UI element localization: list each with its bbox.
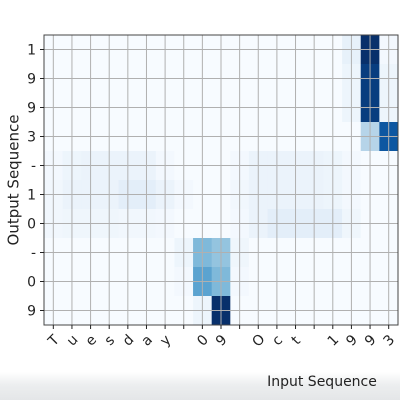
x-tick-label: t [289,333,305,349]
x-tick-label: d [120,332,138,350]
y-tick-label: 9 [27,101,36,117]
y-tick-label: 3 [27,130,36,146]
x-tick-label: T [45,332,63,350]
x-tick-label: 9 [213,332,231,350]
y-tick-label: 0 [27,217,36,233]
y-axis-label: Output Sequence [5,115,23,246]
x-axis-label: Input Sequence [267,374,377,390]
x-tick-label: O [249,331,268,350]
x-tick-label: c [269,332,286,349]
y-tick-labels: 1 9 9 3 - 1 0 - 0 9 [27,43,44,320]
y-tick-label: 1 [27,43,36,59]
x-tick-label: 1 [325,332,343,350]
y-tick-label: - [31,246,36,262]
x-tick-label: 9 [362,332,380,350]
y-tick-label: 9 [27,304,36,320]
x-tick-label: y [157,332,174,349]
x-tick-label: e [83,332,100,349]
heatmap-grid [44,35,398,325]
y-tick-label: - [31,159,36,175]
x-tick-label: 9 [343,332,361,350]
x-tick-label: 3 [381,332,399,350]
x-tick-label: a [138,332,155,349]
y-tick-label: 1 [27,188,36,204]
y-tick-label: 9 [27,72,36,88]
x-tick-label: s [102,332,118,348]
y-tick-label: 0 [27,275,36,291]
x-tick-label: 0 [194,332,212,350]
x-tick-label: u [64,332,82,350]
